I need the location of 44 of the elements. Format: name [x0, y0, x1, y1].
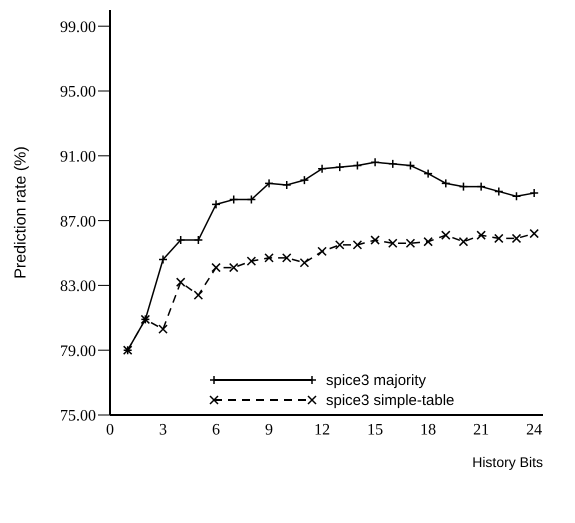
x-axis-title: History Bits	[472, 454, 543, 470]
point	[370, 235, 380, 245]
point	[458, 236, 468, 246]
point	[228, 262, 238, 272]
x-tick-label: 18	[420, 421, 436, 438]
point	[529, 188, 539, 198]
x-tick-label: 6	[212, 421, 220, 438]
point	[335, 240, 345, 250]
point	[512, 234, 522, 244]
point	[317, 246, 327, 256]
y-tick-label: 83.00	[60, 278, 96, 296]
x-tick-label: 21	[473, 421, 490, 438]
y-tick-label: 91.00	[60, 148, 96, 166]
point	[441, 230, 451, 240]
x-tick-label: 12	[314, 421, 330, 438]
point	[406, 238, 416, 248]
y-tick-label: 75.00	[60, 408, 96, 425]
point	[476, 230, 486, 240]
legend-label: spice3 majority	[326, 372, 426, 388]
point	[246, 256, 256, 266]
x-tick-label: 0	[106, 421, 114, 438]
point	[388, 238, 398, 248]
point	[158, 324, 168, 334]
point	[194, 290, 204, 300]
point	[529, 228, 539, 238]
point	[211, 262, 221, 272]
point	[264, 253, 274, 263]
x-tick-label: 3	[159, 421, 168, 438]
point	[282, 253, 292, 263]
x-tick-label: 9	[265, 421, 274, 438]
point	[494, 234, 504, 244]
y-tick-label: 79.00	[60, 342, 96, 360]
y-axis-title: Prediction rate (%)	[12, 146, 30, 279]
point	[352, 240, 362, 250]
y-tick-label: 95.00	[60, 84, 96, 101]
point	[423, 168, 433, 178]
legend-label: spice3 simple-table	[326, 392, 454, 408]
x-tick-label: 24	[526, 421, 542, 438]
x-tick-label: 15	[367, 421, 384, 438]
point	[176, 277, 186, 287]
point	[300, 258, 310, 268]
y-tick-label: 99.00	[60, 18, 96, 36]
point	[423, 236, 433, 246]
y-tick-label: 87.00	[60, 213, 96, 230]
